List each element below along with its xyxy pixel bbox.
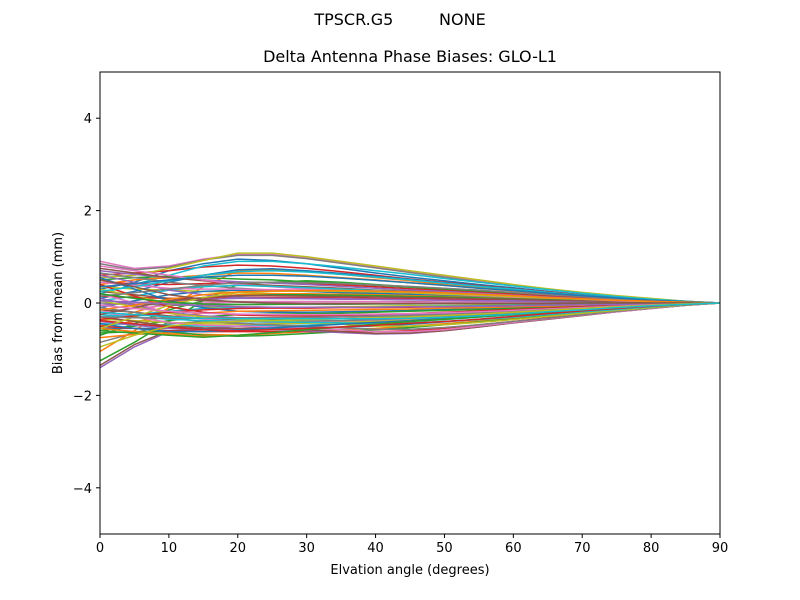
x-tick-label: 50: [436, 541, 453, 556]
series-line-s49: [99, 299, 721, 327]
series-line-s62: [99, 289, 721, 311]
series-line-s66: [99, 279, 720, 305]
series-line-s65: [99, 299, 721, 308]
series-line-s9: [99, 252, 721, 304]
series-line-s54: [99, 302, 721, 332]
y-axis-label: Bias from mean (mm): [51, 232, 66, 374]
x-tick-label: 0: [96, 541, 104, 556]
series-line-s58: [99, 281, 721, 304]
y-axis-ticks: −4 −2 0 2 4: [73, 112, 100, 497]
y-tick-label: 0: [84, 297, 92, 312]
y-tick-label: −2: [73, 389, 92, 404]
x-tick-label: 80: [643, 541, 660, 556]
x-tick-label: 10: [161, 541, 178, 556]
y-tick-label: −4: [73, 482, 92, 497]
series-line-s70: [99, 302, 721, 320]
y-tick-label: 4: [84, 112, 92, 127]
x-tick-label: 90: [712, 541, 729, 556]
series-line-s10: [99, 260, 721, 304]
x-axis-label: Elvation angle (degrees): [330, 563, 489, 578]
y-tick-label: 2: [84, 205, 92, 220]
series-line-s69: [99, 302, 721, 348]
figure-suptitle: TPSCR.G5 NONE: [314, 10, 486, 29]
series-line-s61: [99, 274, 721, 304]
x-tick-label: 60: [505, 541, 522, 556]
x-axis-ticks: 0 10 20 30 40 50 60 70 80 90: [96, 534, 728, 556]
x-tick-label: 20: [230, 541, 247, 556]
chart-title: Delta Antenna Phase Biases: GLO-L1: [263, 47, 557, 66]
series-line-s48: [99, 302, 721, 331]
x-tick-label: 30: [298, 541, 315, 556]
x-tick-label: 70: [574, 541, 591, 556]
x-tick-label: 40: [367, 541, 384, 556]
series-lines: [99, 252, 721, 369]
